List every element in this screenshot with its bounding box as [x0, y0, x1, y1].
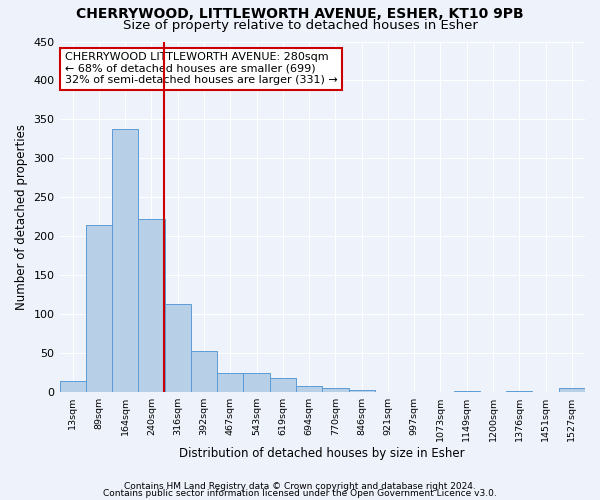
- Bar: [112, 129, 139, 392]
- Bar: [244, 372, 270, 392]
- Text: CHERRYWOOD, LITTLEWORTH AVENUE, ESHER, KT10 9PB: CHERRYWOOD, LITTLEWORTH AVENUE, ESHER, K…: [76, 8, 524, 22]
- Text: Contains public sector information licensed under the Open Government Licence v3: Contains public sector information licen…: [103, 490, 497, 498]
- Text: Size of property relative to detached houses in Esher: Size of property relative to detached ho…: [122, 18, 478, 32]
- X-axis label: Distribution of detached houses by size in Esher: Distribution of detached houses by size …: [179, 447, 465, 460]
- Bar: [506, 390, 532, 392]
- Y-axis label: Number of detached properties: Number of detached properties: [15, 124, 28, 310]
- Bar: [59, 380, 86, 392]
- Bar: [139, 219, 164, 392]
- Bar: [191, 351, 217, 392]
- Bar: [349, 390, 375, 392]
- Bar: [454, 390, 480, 392]
- Text: Contains HM Land Registry data © Crown copyright and database right 2024.: Contains HM Land Registry data © Crown c…: [124, 482, 476, 491]
- Bar: [164, 304, 191, 392]
- Bar: [86, 224, 112, 392]
- Bar: [296, 386, 322, 392]
- Text: CHERRYWOOD LITTLEWORTH AVENUE: 280sqm
← 68% of detached houses are smaller (699): CHERRYWOOD LITTLEWORTH AVENUE: 280sqm ← …: [65, 52, 338, 85]
- Bar: [217, 372, 244, 392]
- Bar: [322, 388, 349, 392]
- Bar: [559, 388, 585, 392]
- Bar: [270, 378, 296, 392]
